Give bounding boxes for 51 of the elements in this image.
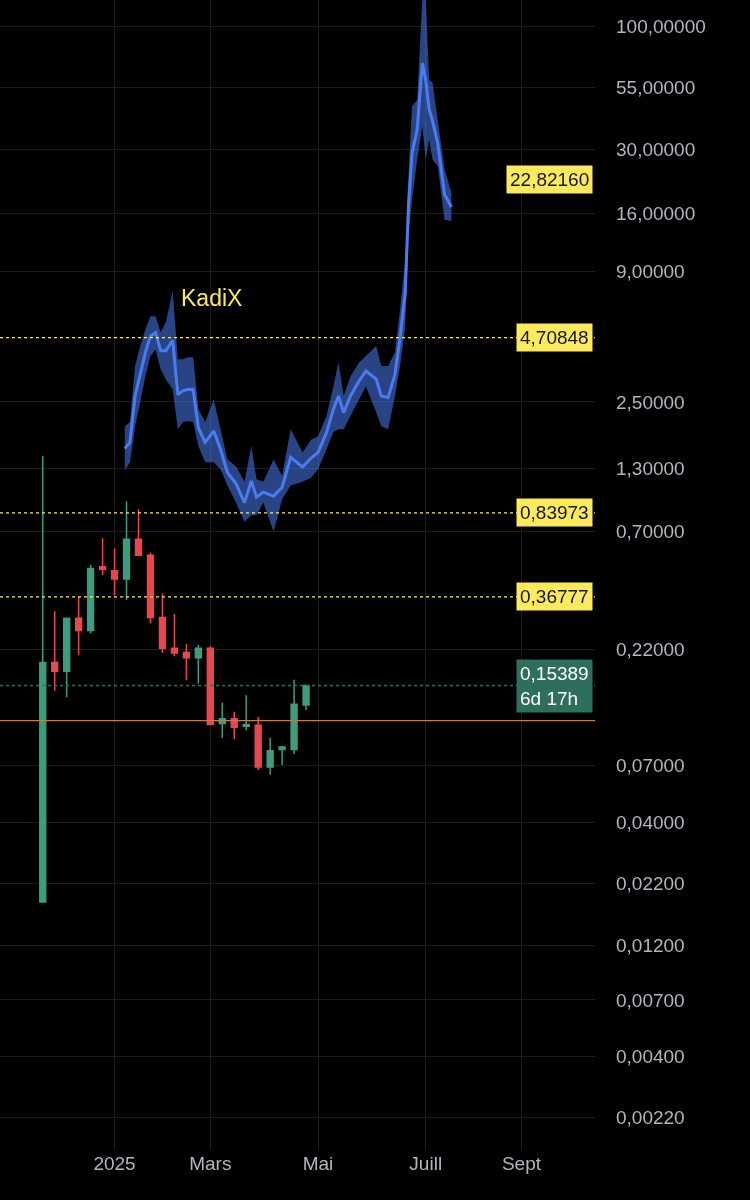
y-tick-label: 0,02200	[616, 873, 685, 895]
ref-line-label: 4,70848	[520, 327, 589, 348]
candlestick	[146, 551, 155, 625]
ref-line-label: 0,83973	[520, 502, 589, 523]
x-tick-label: Juill	[409, 1153, 443, 1174]
y-tick-label: 0,00400	[616, 1046, 685, 1068]
candlestick	[266, 737, 274, 776]
y-tick-label: 0,00700	[616, 989, 685, 1011]
y-tick-label: 2,50000	[616, 391, 685, 413]
annotation: 22,82160	[510, 169, 590, 190]
y-tick-label: 9,00000	[616, 261, 685, 283]
candlestick	[278, 745, 286, 766]
candlestick	[170, 613, 179, 658]
candlestick	[230, 710, 238, 740]
candlestick	[63, 616, 71, 699]
y-tick-label: 0,22000	[616, 638, 685, 660]
x-tick-label: Sept	[501, 1153, 542, 1174]
y-tick-label: 0,01200	[616, 934, 685, 956]
candlestick	[218, 701, 226, 739]
candlestick	[98, 537, 107, 576]
line-series	[123, 61, 453, 505]
y-tick-label: 0,04000	[616, 812, 685, 834]
x-tick-label: Mars	[189, 1153, 232, 1174]
annotation: KadiX	[181, 285, 243, 311]
candlestick	[254, 716, 262, 771]
candlestick	[290, 678, 298, 755]
candlestick	[39, 455, 47, 903]
candlestick	[86, 564, 95, 635]
ref-line-label: 0,15389 6d 17h	[520, 663, 589, 709]
candlestick	[74, 595, 83, 656]
y-tick-label: 0,07000	[616, 755, 685, 777]
candlestick	[51, 610, 59, 692]
candlestick	[194, 644, 203, 685]
y-tick-label: 1,30000	[616, 458, 685, 480]
y-tick-label: 0,70000	[616, 521, 685, 543]
candlestick	[158, 592, 167, 654]
y-tick-label: 16,00000	[616, 202, 696, 224]
candlestick	[110, 547, 119, 596]
x-tick-label: 2025	[93, 1153, 136, 1174]
y-tick-label: 30,00000	[616, 138, 696, 160]
candlestick	[206, 645, 214, 726]
candlestick	[122, 500, 131, 601]
y-tick-label: 55,00000	[616, 77, 696, 99]
candlestick	[302, 684, 310, 711]
y-tick-label: 0,00220	[616, 1107, 685, 1129]
candlestick	[242, 694, 250, 732]
y-tick-label: 100,00000	[616, 16, 706, 38]
candlestick	[134, 508, 143, 556]
candlestick	[182, 643, 191, 682]
x-tick-label: Mai	[302, 1153, 334, 1174]
ref-line-label: 0,36777	[520, 586, 589, 607]
